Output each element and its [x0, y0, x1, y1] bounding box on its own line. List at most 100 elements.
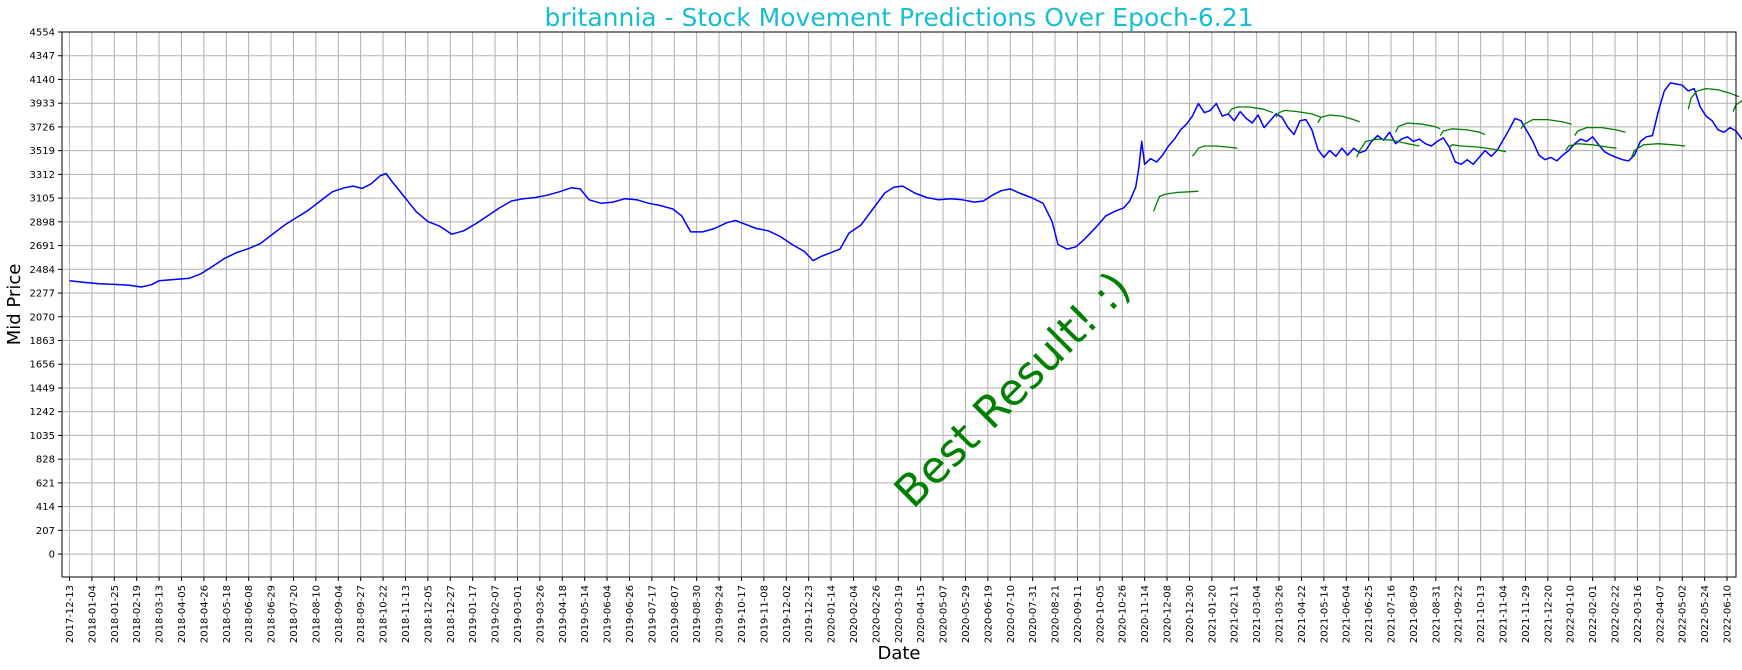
prediction-segment — [1520, 118, 1572, 130]
y-tick-label: 1863 — [30, 336, 55, 347]
x-tick-label: 2021-05-14 — [1319, 585, 1330, 643]
x-tick-label: 2018-08-10 — [311, 585, 322, 643]
y-tick-label: 0 — [49, 550, 55, 561]
y-tick-label: 1242 — [30, 407, 55, 418]
x-tick-label: 2018-12-05 — [423, 585, 434, 643]
x-tick-label: 2020-03-19 — [894, 585, 905, 643]
x-tick-label: 2021-10-13 — [1476, 585, 1487, 643]
x-tick-label: 2018-06-08 — [244, 585, 255, 643]
x-tick-label: 2017-12-13 — [65, 585, 76, 643]
y-axis-label: Mid Price — [4, 264, 25, 346]
x-tick-label: 2022-05-02 — [1678, 585, 1689, 643]
x-tick-label: 2020-02-04 — [849, 585, 860, 643]
x-tick-label: 2021-01-20 — [1207, 585, 1218, 643]
prediction-segment — [1574, 126, 1626, 136]
x-tick-label: 2020-07-31 — [1028, 585, 1039, 643]
prediction-segment — [1317, 114, 1360, 124]
x-tick-label: 2018-02-19 — [132, 585, 143, 643]
x-tick-label: 2020-01-14 — [827, 585, 838, 643]
x-tick-label: 2019-11-08 — [759, 585, 770, 643]
y-tick-label: 4140 — [30, 75, 55, 86]
x-tick-label: 2022-02-22 — [1611, 585, 1622, 643]
prediction-segment — [1565, 143, 1617, 151]
x-tick-label: 2022-05-24 — [1700, 585, 1711, 643]
y-tick-label: 207 — [36, 526, 55, 537]
y-tick-label: 414 — [36, 502, 55, 513]
prediction-segment — [1394, 122, 1441, 133]
best-result-annotation: Best Result! :) — [885, 262, 1141, 518]
x-tick-label: 2019-01-17 — [468, 585, 479, 643]
prediction-segment — [1732, 100, 1742, 112]
x-tick-label: 2021-12-20 — [1543, 585, 1554, 643]
y-tick-label: 3933 — [30, 99, 55, 110]
prediction-segment — [1439, 128, 1486, 136]
x-tick-label: 2019-10-17 — [737, 585, 748, 643]
x-tick-label: 2021-06-25 — [1364, 585, 1375, 643]
x-tick-label: 2020-11-14 — [1140, 585, 1151, 643]
x-tick-label: 2021-06-04 — [1342, 585, 1353, 643]
actual-price-line — [69, 82, 1742, 288]
prediction-segment — [1448, 144, 1507, 153]
y-tick-label: 3519 — [30, 146, 55, 157]
x-tick-label: 2021-07-16 — [1387, 585, 1398, 643]
x-tick-label: 2018-01-04 — [87, 585, 98, 643]
x-tick-label: 2020-04-15 — [916, 585, 927, 643]
x-tick-label: 2020-05-07 — [939, 585, 950, 643]
prediction-segment — [1356, 138, 1420, 158]
x-tick-label: 2020-10-05 — [1095, 585, 1106, 643]
plot-area-frame — [61, 31, 1737, 578]
x-tick-label: 2022-03-16 — [1633, 585, 1644, 643]
x-tick-label: 2019-09-24 — [715, 585, 726, 643]
x-tick-label: 2020-12-08 — [1163, 585, 1174, 643]
x-tick-label: 2019-08-30 — [692, 585, 703, 643]
x-tick-label: 2018-12-27 — [446, 585, 457, 643]
x-tick-label: 2018-09-27 — [356, 585, 367, 643]
x-tick-label: 2019-12-23 — [804, 585, 815, 643]
x-tick-label: 2020-09-11 — [1073, 585, 1084, 643]
x-tick-label: 2019-07-17 — [647, 585, 658, 643]
x-tick-label: 2019-12-02 — [782, 585, 793, 643]
y-tick-label: 2898 — [30, 217, 55, 228]
x-tick-label: 2018-10-22 — [379, 585, 390, 643]
x-tick-label: 2019-08-07 — [670, 585, 681, 643]
x-tick-label: 2020-08-21 — [1051, 585, 1062, 643]
x-tick-label: 2021-08-31 — [1431, 585, 1442, 643]
x-tick-label: 2020-05-29 — [961, 585, 972, 643]
x-tick-label: 2018-09-04 — [334, 585, 345, 643]
y-tick-label: 4554 — [30, 28, 55, 39]
y-tick-label: 3105 — [30, 194, 55, 205]
prediction-segment — [1275, 109, 1322, 118]
y-tick-label: 2691 — [30, 241, 55, 252]
y-tick-label: 2070 — [30, 312, 55, 323]
x-tick-label: 2018-07-20 — [289, 585, 300, 643]
x-tick-label: 2019-04-18 — [558, 585, 569, 643]
x-tick-label: 2019-06-26 — [625, 585, 636, 643]
x-tick-label: 2020-07-10 — [1006, 585, 1017, 643]
x-tick-label: 2018-05-18 — [222, 585, 233, 643]
x-tick-label: 2021-09-22 — [1454, 585, 1465, 643]
chart-title: britannia - Stock Movement Predictions O… — [544, 3, 1253, 32]
x-tick-label: 2018-04-26 — [199, 585, 210, 643]
y-axis-ticks: 0 207 414 621 828 1035 1242 1449 1656 1863 2070 227… — [30, 28, 62, 561]
x-tick-label: 2018-03-13 — [155, 585, 166, 643]
x-tick-label: 2021-08-09 — [1409, 585, 1420, 643]
y-tick-label: 3312 — [30, 170, 55, 181]
y-tick-label: 828 — [36, 455, 55, 466]
y-tick-label: 1035 — [30, 431, 55, 442]
y-tick-label: 621 — [36, 478, 55, 489]
x-tick-label: 2018-11-13 — [401, 585, 412, 643]
x-tick-label: 2020-06-19 — [983, 585, 994, 643]
prediction-segment — [1191, 145, 1238, 157]
y-tick-label: 3726 — [30, 122, 55, 133]
x-tick-label: 2021-02-11 — [1230, 585, 1241, 643]
x-tick-label: 2019-06-04 — [603, 585, 614, 643]
prediction-segment — [1630, 143, 1686, 158]
x-tick-label: 2021-11-29 — [1521, 585, 1532, 643]
y-tick-label: 2484 — [30, 265, 55, 276]
x-tick-label: 2021-03-04 — [1252, 585, 1263, 643]
x-tick-label: 2020-10-26 — [1118, 585, 1129, 643]
x-axis-ticks: 2017-12-13 2018-01-04 2018-01-25 2018-02-19… — [65, 577, 1734, 643]
series-layer — [69, 82, 1742, 288]
x-tick-label: 2022-04-07 — [1655, 585, 1666, 643]
